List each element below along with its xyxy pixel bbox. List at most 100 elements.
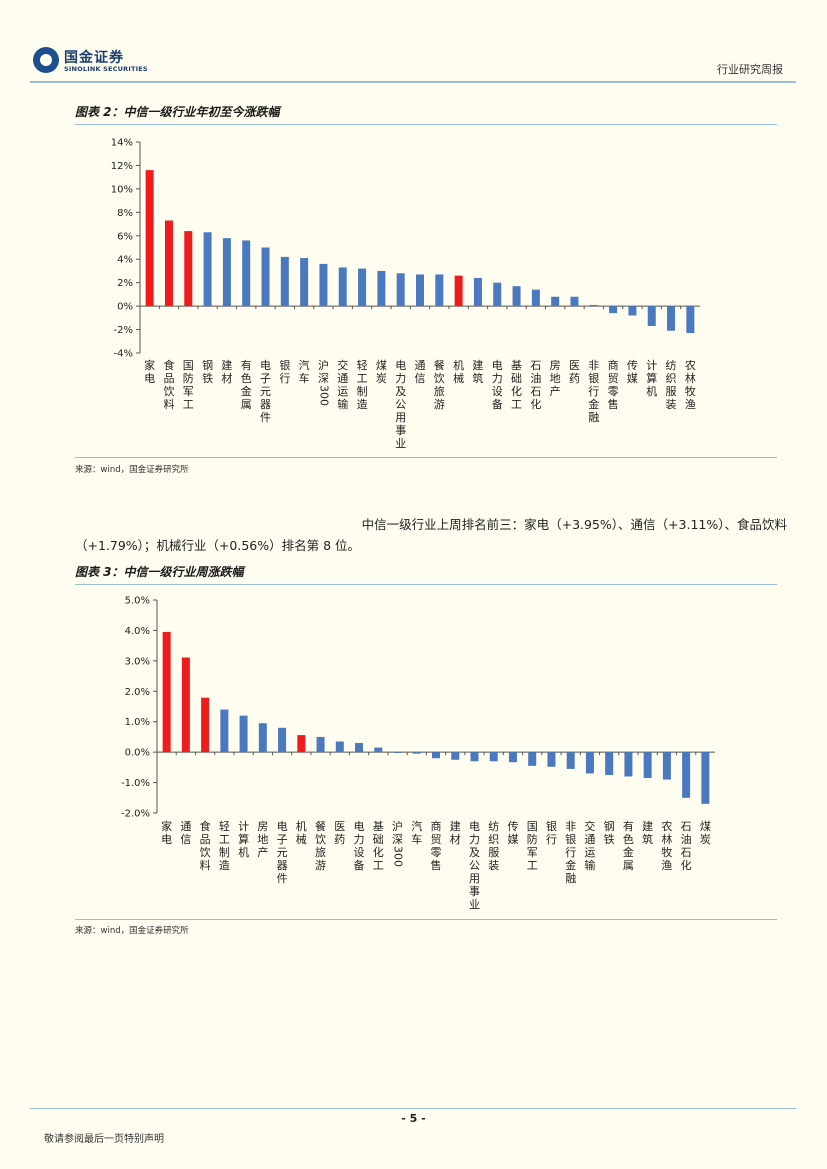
bar [335, 741, 344, 753]
x-tick-label: 金 [241, 384, 252, 398]
x-tick-label: 金 [623, 845, 634, 859]
summary-line-2: （+1.79%）；机械行业（+0.56%）排名第 8 位。 [75, 538, 361, 553]
x-tick-label: 银 [546, 819, 557, 833]
header-rule [30, 81, 796, 83]
x-tick-label: 药 [334, 833, 345, 846]
x-tick-label: 军 [183, 385, 194, 398]
x-tick-label: 林 [661, 832, 672, 846]
x-tick-label: 油 [681, 832, 692, 846]
x-tick-label: 备 [354, 858, 365, 872]
x-tick-label: 汽 [411, 819, 422, 833]
bar [435, 274, 444, 307]
y-tick-label: 8% [117, 208, 133, 219]
x-tick-label: 备 [492, 397, 503, 411]
bar [261, 247, 270, 307]
x-tick-label: 机 [646, 384, 657, 398]
bar [570, 296, 579, 307]
x-tick-label: 炭 [376, 372, 387, 385]
x-tick-label: 化 [530, 397, 541, 411]
x-tick-label: 媒 [627, 372, 638, 385]
bar [393, 752, 402, 753]
x-tick-label: 设 [354, 846, 365, 859]
x-tick-label: 料 [163, 397, 174, 411]
x-tick-label: 房 [550, 359, 561, 372]
y-tick-label: 10% [111, 184, 133, 195]
bar [258, 723, 267, 753]
x-tick-label: 传 [507, 820, 518, 833]
x-tick-label: 械 [296, 832, 307, 846]
bar [643, 752, 652, 779]
x-tick-label: 国 [527, 820, 538, 833]
figure2-top-rule [75, 124, 777, 125]
x-tick-label: 色 [623, 832, 634, 846]
x-tick-label: 通 [584, 833, 595, 846]
x-tick-label: 轻 [357, 358, 368, 372]
logo-icon [33, 47, 59, 73]
x-tick-label: 非 [588, 359, 599, 372]
x-tick-label: 深 [392, 833, 403, 846]
bar [551, 296, 560, 307]
x-tick-label: 车 [411, 832, 422, 846]
x-tick-label: 机 [296, 819, 307, 833]
y-tick-label: 1.0% [125, 717, 150, 728]
x-tick-label: 材 [450, 832, 461, 846]
bar [300, 258, 309, 307]
y-tick-label: 6% [117, 231, 133, 242]
x-tick-label: 元 [260, 385, 271, 398]
x-tick-label: 饮 [315, 833, 326, 846]
x-tick-label: 及 [469, 846, 480, 859]
x-tick-label: 有 [241, 358, 252, 372]
x-tick-label: 力 [469, 833, 480, 846]
x-tick-label: 行 [565, 846, 576, 859]
x-tick-label: 业 [469, 898, 480, 911]
x-tick-label: 行 [588, 385, 599, 398]
bar [162, 631, 171, 753]
x-tick-label: 装 [666, 398, 677, 411]
bar [181, 657, 190, 753]
y-tick-label: -1.0% [121, 778, 150, 789]
bar [222, 238, 231, 307]
x-tick-label: 金 [588, 397, 599, 411]
x-tick-label: 融 [565, 872, 576, 885]
x-tick-label: 算 [238, 832, 249, 846]
figure2-chart: -4%-2%0%2%4%6%8%10%12%14%家电食品饮料国防军工钢铁建材有… [111, 138, 700, 450]
x-tick-label: 军 [527, 846, 538, 859]
x-tick-label: 信 [415, 372, 426, 385]
x-tick-label: 服 [488, 846, 499, 859]
bar [164, 220, 173, 307]
x-tick-label: 食 [200, 819, 211, 833]
x-tick-label: 商 [608, 358, 619, 372]
figure2-title: 图表 2：中信一级行业年初至今涨跌幅 [75, 105, 280, 119]
y-tick-label: 2.0% [125, 687, 150, 698]
x-tick-label: 料 [200, 858, 211, 872]
x-tick-label: 信 [180, 833, 191, 846]
x-tick-label: 制 [357, 385, 368, 398]
x-tick-label: 力 [492, 372, 503, 385]
x-tick-label: 用 [469, 872, 480, 885]
x-tick-label: 品 [163, 372, 174, 385]
x-tick-label: 行 [546, 833, 557, 846]
figure3-source: 来源：wind，国金证券研究所 [75, 926, 189, 936]
x-tick-label: 通 [337, 372, 348, 385]
x-tick-label: 石 [530, 359, 541, 372]
page-number: - 5 - [401, 1112, 426, 1125]
x-tick-label: 件 [260, 411, 271, 424]
x-tick-label: 防 [527, 832, 538, 846]
bar [184, 231, 193, 307]
y-tick-label: 0.0% [125, 748, 150, 759]
x-tick-label: 件 [277, 872, 288, 885]
bar [647, 306, 656, 327]
figure2-source: 来源：wind，国金证券研究所 [75, 465, 189, 475]
x-tick-label: 石 [681, 820, 692, 833]
x-tick-label: 沪 [392, 819, 403, 833]
bar [667, 306, 676, 331]
x-tick-label: 运 [337, 385, 348, 398]
x-tick-label: 旅 [315, 845, 326, 859]
x-tick-label: 工 [511, 398, 522, 411]
x-tick-label: 渔 [685, 398, 696, 411]
x-tick-label: 设 [492, 385, 503, 398]
x-tick-label: 筑 [472, 371, 483, 385]
x-tick-label: 农 [661, 819, 672, 833]
summary-paragraph: 中信一级行业上周排名前三：家电（+3.95%）、通信（+3.11%）、食品饮料 … [75, 514, 787, 556]
y-tick-label: 12% [111, 161, 133, 172]
